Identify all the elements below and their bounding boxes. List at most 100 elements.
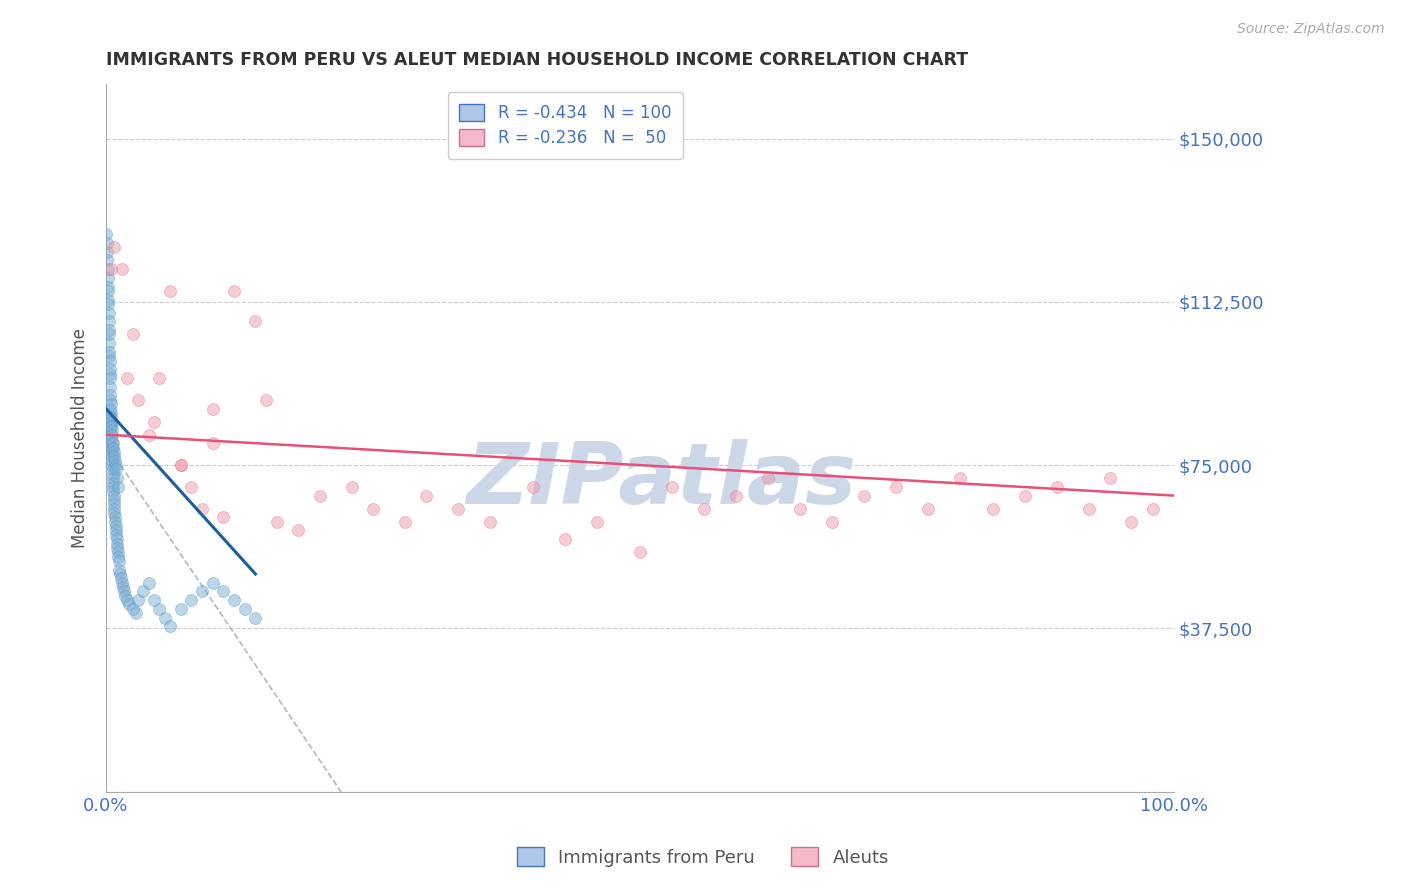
Point — [97, 293, 120, 307]
Point — [101, 471, 124, 485]
Point — [201, 575, 224, 590]
Point — [104, 458, 127, 472]
Point — [308, 489, 330, 503]
Point — [103, 450, 125, 464]
Point — [201, 436, 224, 450]
Point — [107, 480, 129, 494]
Point — [114, 589, 136, 603]
Point — [101, 467, 124, 481]
Point — [98, 401, 121, 416]
Point — [104, 524, 127, 538]
Point — [98, 353, 121, 368]
Point — [143, 415, 166, 429]
Point — [853, 489, 876, 503]
Point — [96, 253, 118, 268]
Text: ZIPatlas: ZIPatlas — [467, 439, 856, 522]
Point — [143, 593, 166, 607]
Point — [105, 462, 128, 476]
Point — [111, 262, 134, 277]
Point — [222, 284, 245, 298]
Point — [917, 501, 939, 516]
Point — [148, 371, 170, 385]
Point — [254, 392, 277, 407]
Point — [103, 240, 125, 254]
Point — [101, 475, 124, 490]
Point — [100, 397, 122, 411]
Point — [111, 580, 134, 594]
Point — [97, 323, 120, 337]
Point — [103, 441, 125, 455]
Point — [447, 501, 470, 516]
Point — [479, 515, 502, 529]
Point — [104, 519, 127, 533]
Point — [105, 541, 128, 555]
Point — [159, 284, 181, 298]
Point — [98, 380, 121, 394]
Point — [105, 536, 128, 550]
Point — [103, 492, 125, 507]
Point — [245, 314, 267, 328]
Point — [138, 427, 160, 442]
Point — [212, 510, 235, 524]
Point — [96, 235, 118, 250]
Point — [586, 515, 609, 529]
Point — [96, 227, 118, 242]
Point — [201, 401, 224, 416]
Point — [886, 480, 908, 494]
Point — [103, 484, 125, 499]
Point — [101, 441, 124, 455]
Point — [108, 566, 131, 581]
Point — [101, 450, 124, 464]
Point — [725, 489, 748, 503]
Point — [103, 501, 125, 516]
Point — [340, 480, 363, 494]
Point — [104, 510, 127, 524]
Point — [756, 471, 779, 485]
Point — [101, 445, 124, 459]
Point — [125, 606, 148, 620]
Point — [107, 545, 129, 559]
Point — [112, 584, 135, 599]
Point — [107, 563, 129, 577]
Point — [98, 345, 121, 359]
Point — [233, 602, 256, 616]
Point — [98, 388, 121, 402]
Point — [127, 392, 149, 407]
Point — [101, 436, 124, 450]
Point — [96, 262, 118, 277]
Point — [101, 436, 124, 450]
Point — [107, 554, 129, 568]
Legend: R = -0.434   N = 100, R = -0.236   N =  50: R = -0.434 N = 100, R = -0.236 N = 50 — [447, 93, 683, 159]
Point — [103, 506, 125, 520]
Point — [100, 406, 122, 420]
Point — [105, 528, 128, 542]
Point — [100, 410, 122, 425]
Point — [222, 593, 245, 607]
Point — [104, 515, 127, 529]
Point — [97, 306, 120, 320]
Point — [111, 575, 134, 590]
Point — [98, 410, 121, 425]
Point — [394, 515, 416, 529]
Point — [132, 584, 155, 599]
Point — [101, 458, 124, 472]
Point — [103, 445, 125, 459]
Point — [105, 471, 128, 485]
Point — [191, 501, 214, 516]
Point — [117, 371, 139, 385]
Legend: Immigrants from Peru, Aleuts: Immigrants from Peru, Aleuts — [509, 840, 897, 874]
Point — [100, 432, 122, 446]
Point — [245, 610, 267, 624]
Point — [100, 415, 122, 429]
Point — [170, 602, 193, 616]
Point — [522, 480, 544, 494]
Point — [101, 423, 124, 437]
Point — [170, 458, 193, 472]
Point — [1142, 501, 1164, 516]
Point — [105, 532, 128, 546]
Point — [104, 454, 127, 468]
Point — [1121, 515, 1143, 529]
Point — [121, 327, 143, 342]
Point — [212, 584, 235, 599]
Point — [96, 244, 118, 259]
